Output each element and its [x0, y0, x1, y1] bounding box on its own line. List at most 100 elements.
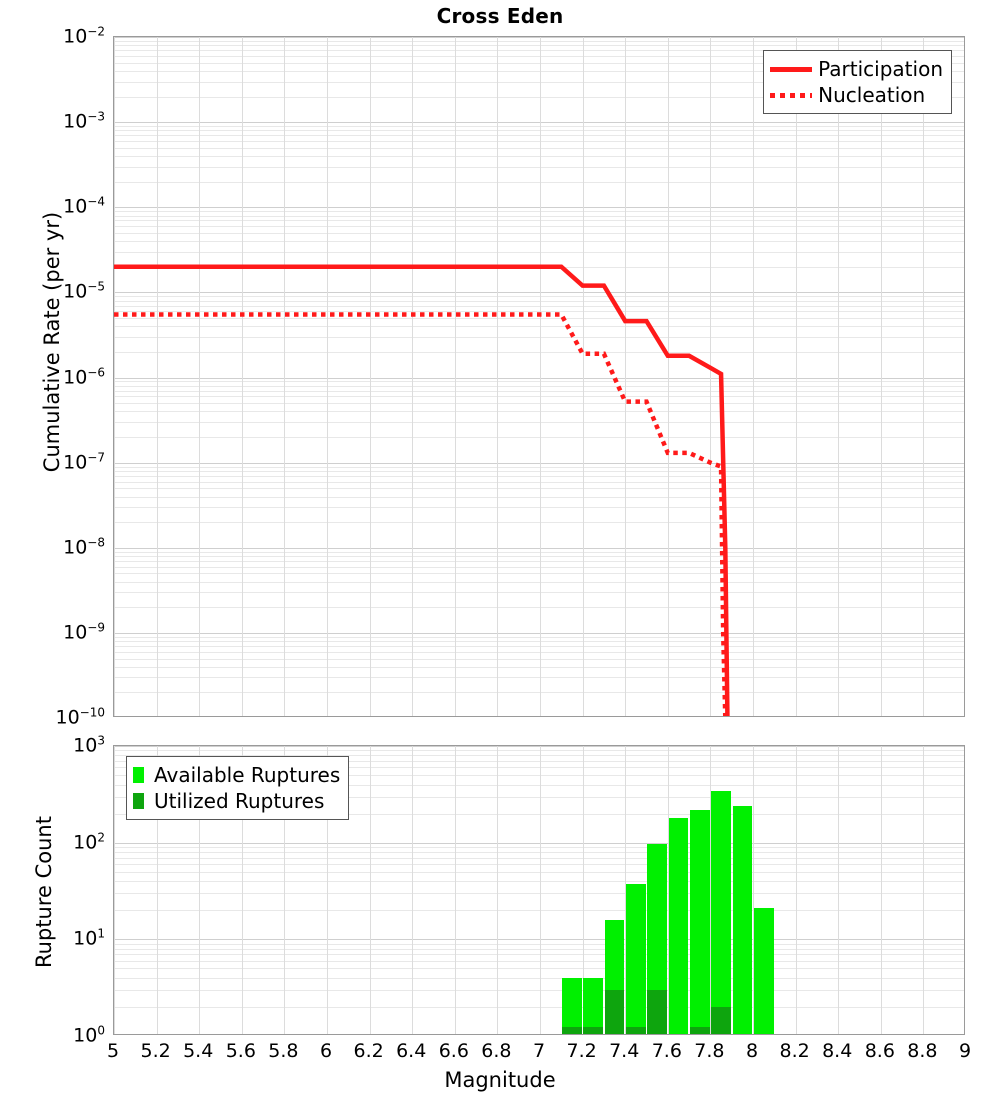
- rate-legend: Participation Nucleation: [763, 50, 952, 114]
- x-tick-label: 8.8: [907, 1040, 938, 1062]
- x-tick-label: 8.4: [822, 1040, 853, 1062]
- x-tick-label: 6.2: [353, 1040, 384, 1062]
- gridline-h: [114, 251, 964, 253]
- gridline-h: [114, 126, 964, 127]
- gridline-v: [454, 37, 456, 716]
- gridline-h: [114, 147, 964, 149]
- gridline-h: [114, 658, 964, 660]
- x-tick-label: 8.6: [864, 1040, 895, 1062]
- gridline-h: [114, 852, 964, 853]
- top-y-axis-title: Cumulative Rate (per yr): [40, 211, 64, 473]
- legend-label-available: Available Ruptures: [154, 763, 341, 787]
- gridline-h: [114, 871, 964, 873]
- gridline-h: [114, 857, 964, 859]
- gridline-h: [114, 215, 964, 217]
- bar-utilized: [562, 1026, 582, 1034]
- gridline-h: [114, 784, 964, 786]
- legend-item-participation: Participation: [770, 56, 943, 82]
- gridline-h: [114, 377, 964, 379]
- y-tick-label: 101: [73, 926, 105, 950]
- gridline-v: [540, 746, 541, 1034]
- gridline-h: [114, 566, 964, 568]
- gridline-h: [114, 336, 964, 338]
- gridline-h: [114, 481, 964, 483]
- y-tick-label: 10−3: [63, 109, 105, 133]
- gridline-h: [114, 881, 964, 883]
- gridline-h: [114, 226, 964, 228]
- y-tick-label: 10−8: [63, 535, 105, 559]
- bar-utilized: [647, 989, 668, 1034]
- gridline-h: [114, 954, 964, 956]
- gridline-h: [114, 305, 964, 307]
- gridline-v: [284, 746, 286, 1034]
- gridline-h: [114, 50, 964, 52]
- nucleation-line-icon: [770, 85, 813, 105]
- gridline-h: [114, 45, 964, 47]
- gridline-h: [114, 181, 964, 183]
- gridline-h: [114, 292, 964, 294]
- gridline-h: [114, 677, 964, 679]
- page-title: Cross Eden: [436, 4, 564, 28]
- gridline-h: [114, 232, 964, 234]
- gridline-h: [114, 692, 964, 694]
- gridline-v: [412, 746, 414, 1034]
- x-tick-label: 7.4: [609, 1040, 640, 1062]
- gridline-h: [114, 351, 964, 353]
- gridline-v: [667, 37, 669, 716]
- gridline-h: [114, 311, 964, 313]
- gridline-h: [114, 960, 964, 962]
- x-tick-label: 5.6: [225, 1040, 256, 1062]
- x-tick-label: 7: [532, 1040, 546, 1062]
- gridline-h: [114, 636, 964, 638]
- bar-available: [626, 884, 646, 1034]
- x-tick-label: 7.2: [566, 1040, 597, 1062]
- gridline-h: [114, 403, 964, 405]
- gridline-h: [114, 761, 964, 762]
- gridline-h: [114, 560, 964, 562]
- gridline-v: [199, 37, 201, 716]
- gridline-v: [454, 746, 456, 1034]
- gridline-h: [114, 968, 964, 970]
- gridline-h: [114, 37, 964, 38]
- gridline-v: [540, 37, 541, 716]
- bar-available: [753, 908, 774, 1034]
- gridline-v: [327, 37, 328, 716]
- y-tick-label: 102: [73, 830, 105, 854]
- gridline-h: [114, 646, 964, 648]
- legend-label-participation: Participation: [818, 57, 943, 81]
- gridline-v: [838, 37, 840, 716]
- gridline-h: [114, 547, 964, 549]
- x-tick-label: 6: [319, 1040, 333, 1062]
- nucleation-curve: [114, 312, 728, 716]
- gridline-v: [923, 37, 925, 716]
- gridline-h: [114, 396, 964, 398]
- gridline-h: [114, 632, 964, 634]
- gridline-v: [667, 746, 669, 1034]
- y-tick-label: 103: [73, 733, 105, 757]
- y-tick-label: 10−5: [63, 279, 105, 304]
- gridline-h: [114, 96, 964, 98]
- gridline-h: [114, 462, 964, 464]
- bar-available: [583, 977, 604, 1034]
- gridline-h: [114, 551, 964, 553]
- gridline-h: [114, 470, 964, 472]
- gridline-h: [114, 641, 964, 643]
- x-axis-title: Magnitude: [444, 1068, 556, 1092]
- bar-utilized: [604, 989, 625, 1034]
- top-gridlines: [114, 37, 964, 716]
- rupture-bars: [114, 746, 964, 1034]
- gridline-h: [114, 422, 964, 423]
- gridline-h: [114, 607, 964, 609]
- gridline-h: [114, 466, 964, 468]
- x-tick-label: 5: [106, 1040, 120, 1062]
- gridline-h: [114, 496, 964, 498]
- gridline-h: [114, 211, 964, 213]
- gridline-v: [497, 37, 499, 716]
- gridline-h: [114, 207, 964, 209]
- gridline-v: [753, 746, 754, 1034]
- legend-item-nucleation: Nucleation: [770, 82, 943, 108]
- gridline-h: [114, 977, 964, 979]
- gridline-v: [114, 37, 115, 716]
- x-tick-label: 9: [958, 1040, 972, 1062]
- x-tick-label: 7.6: [651, 1040, 682, 1062]
